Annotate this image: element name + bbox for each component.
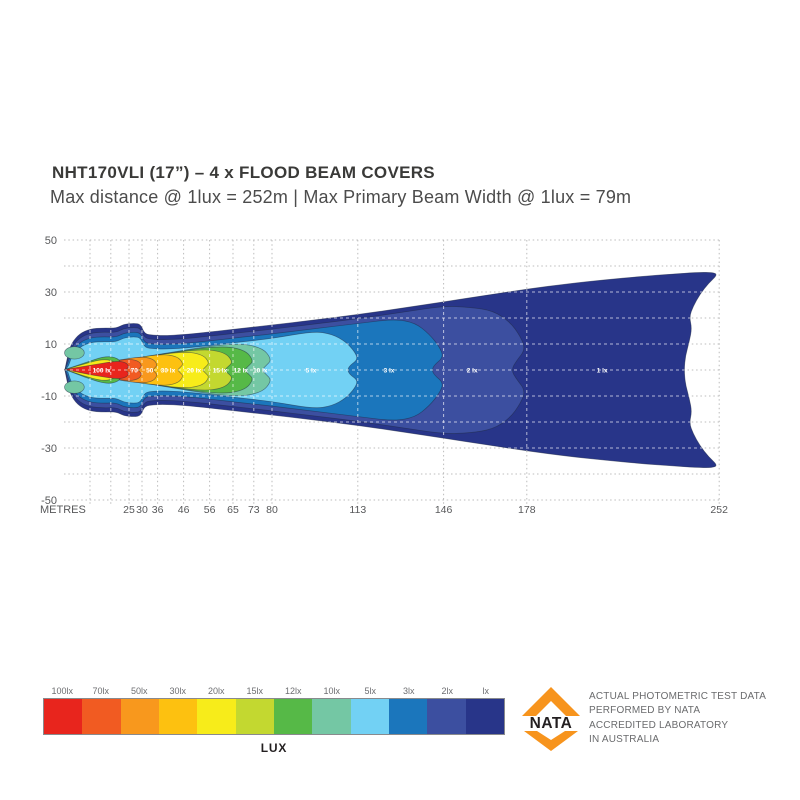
legend-label: 30lx — [169, 686, 186, 696]
beam-label: 30 lx — [161, 367, 176, 374]
nata-statement-line: IN AUSTRALIA — [589, 734, 660, 746]
x-tick-label: 146 — [435, 504, 453, 516]
legend-swatch — [82, 699, 121, 734]
x-tick-label: 178 — [518, 504, 536, 516]
nata-chevron-down-icon — [524, 731, 578, 751]
nata-statement-line: ACCREDITED LABORATORY — [589, 719, 729, 731]
nata-logo-text: NATA — [530, 715, 573, 732]
legend-color-strip — [43, 698, 505, 735]
legend-swatch — [465, 699, 504, 734]
page-title: NHT170VLI (17”) – 4 x FLOOD BEAM COVERS — [52, 163, 435, 182]
nata-statement-line: PERFORMED BY NATA — [589, 705, 701, 717]
nata-logo: NATA — [522, 687, 580, 751]
legend-swatch — [197, 699, 236, 734]
x-tick-label: 36 — [152, 504, 164, 516]
y-tick-label: -50 — [41, 495, 57, 507]
y-tick-label: -10 — [41, 391, 57, 403]
legend-label: 3lx — [402, 686, 415, 696]
legend-label: 20lx — [207, 686, 225, 696]
legend-swatch — [158, 699, 198, 734]
legend-label: 12lx — [284, 686, 302, 696]
legend-label: 50lx — [130, 686, 148, 696]
origin-teal-patch — [64, 380, 85, 394]
legend-swatch — [44, 699, 83, 734]
x-tick-label: 25 — [123, 504, 135, 516]
legend-label: 2lx — [441, 686, 453, 696]
legend-swatch — [273, 699, 313, 734]
x-tick-label: 252 — [710, 504, 728, 516]
x-tick-label: 80 — [266, 504, 278, 516]
beam-pattern-chart: 100 lx 70 50 30 lx 20 lx 15 lx 12 lx 10 lx 5 lx 3… — [40, 235, 728, 516]
beam-label: 12 lx — [234, 367, 249, 374]
beam-label: 20 lx — [187, 367, 202, 374]
legend-swatch — [312, 699, 351, 734]
x-tick-label: 65 — [227, 504, 239, 516]
nata-accreditation: NATA ACTUAL PHOTOMETRIC TEST DATA PERFOR… — [515, 684, 785, 754]
x-tick-label: 30 — [136, 504, 148, 516]
lux-legend: 100lx 70lx 50lx 30lx 20lx 15lx 12lx 10lx 5lx 3lx 2… — [43, 686, 505, 755]
legend-swatch — [235, 699, 274, 734]
beam-label: 15 lx — [213, 367, 228, 374]
legend-label: 70lx — [92, 686, 109, 696]
x-axis-unit-label: METRES — [40, 504, 86, 516]
legend-label-row: 100lx 70lx 50lx 30lx 20lx 15lx 12lx 10lx 5lx 3lx 2… — [43, 686, 505, 698]
legend-swatch — [120, 699, 159, 734]
nata-statement: ACTUAL PHOTOMETRIC TEST DATA PERFORMED B… — [589, 684, 766, 754]
legend-swatch — [427, 699, 466, 734]
x-tick-label: 73 — [248, 504, 260, 516]
legend-label: lx — [482, 686, 490, 696]
y-tick-label: 10 — [45, 339, 57, 351]
legend-caption: LUX — [260, 741, 288, 755]
beam-stats-subtitle: Max distance @ 1lux = 252m | Max Primary… — [50, 187, 632, 207]
beam-label: 1 lx — [597, 367, 608, 374]
x-tick-label: 56 — [204, 504, 216, 516]
beam-label: 70 — [131, 367, 139, 374]
y-tick-label: 50 — [45, 235, 57, 247]
y-tick-label: 30 — [45, 287, 57, 299]
beam-labels: 100 lx 70 50 30 lx 20 lx 15 lx 12 lx 10 lx 5 lx 3… — [93, 367, 608, 374]
legend-label: 10lx — [323, 686, 340, 696]
beam-label: 5 lx — [306, 367, 317, 374]
origin-teal-patch — [64, 346, 85, 360]
legend-label: 5lx — [364, 686, 376, 696]
beam-label: 50 — [146, 367, 154, 374]
legend-label: 100lx — [51, 686, 73, 696]
nata-chevron-up-icon — [522, 687, 580, 716]
nata-statement-line: ACTUAL PHOTOMETRIC TEST DATA — [589, 691, 767, 702]
beam-label: 2 lx — [467, 367, 478, 374]
beam-label: 10 lx — [253, 367, 268, 374]
y-tick-label: -30 — [41, 443, 57, 455]
legend-label: 15lx — [246, 686, 263, 696]
beam-label: 100 lx — [93, 367, 111, 374]
x-tick-label: 46 — [178, 504, 190, 516]
beam-label: 3 lx — [384, 367, 395, 374]
x-tick-label: 113 — [349, 504, 366, 516]
legend-swatch — [350, 699, 389, 734]
legend-swatch — [388, 699, 428, 734]
